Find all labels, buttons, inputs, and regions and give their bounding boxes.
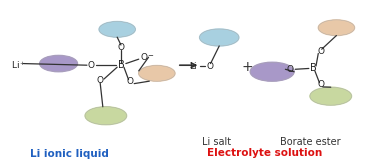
Circle shape bbox=[250, 62, 294, 81]
Circle shape bbox=[40, 55, 77, 72]
Text: +: + bbox=[242, 60, 253, 74]
Text: O: O bbox=[317, 47, 324, 56]
Text: Li: Li bbox=[189, 61, 197, 71]
Text: Electrolyte solution: Electrolyte solution bbox=[207, 148, 322, 158]
Text: −: − bbox=[147, 53, 153, 59]
Text: Li salt: Li salt bbox=[201, 137, 231, 147]
Text: O: O bbox=[206, 61, 213, 71]
Text: B: B bbox=[118, 60, 124, 70]
Circle shape bbox=[99, 22, 135, 37]
Text: O: O bbox=[287, 65, 294, 74]
Text: O: O bbox=[97, 76, 104, 85]
Text: O: O bbox=[317, 80, 324, 89]
Text: Li$^+$: Li$^+$ bbox=[11, 59, 26, 71]
Text: O: O bbox=[140, 53, 147, 62]
Text: O: O bbox=[127, 77, 134, 86]
Circle shape bbox=[139, 66, 175, 81]
Text: B: B bbox=[310, 63, 317, 74]
Text: Borate ester: Borate ester bbox=[280, 137, 340, 147]
Circle shape bbox=[318, 20, 355, 36]
Text: O: O bbox=[87, 61, 94, 70]
Text: Polarised ($t_\mathrm{Li}^\mathrm{abc}$ $\neq$ 1): Polarised ($t_\mathrm{Li}^\mathrm{abc}$ … bbox=[208, 161, 322, 163]
Circle shape bbox=[85, 107, 127, 125]
Circle shape bbox=[200, 29, 239, 46]
Text: O: O bbox=[118, 43, 124, 52]
Circle shape bbox=[310, 87, 352, 105]
Text: Li ionic liquid: Li ionic liquid bbox=[31, 149, 109, 159]
